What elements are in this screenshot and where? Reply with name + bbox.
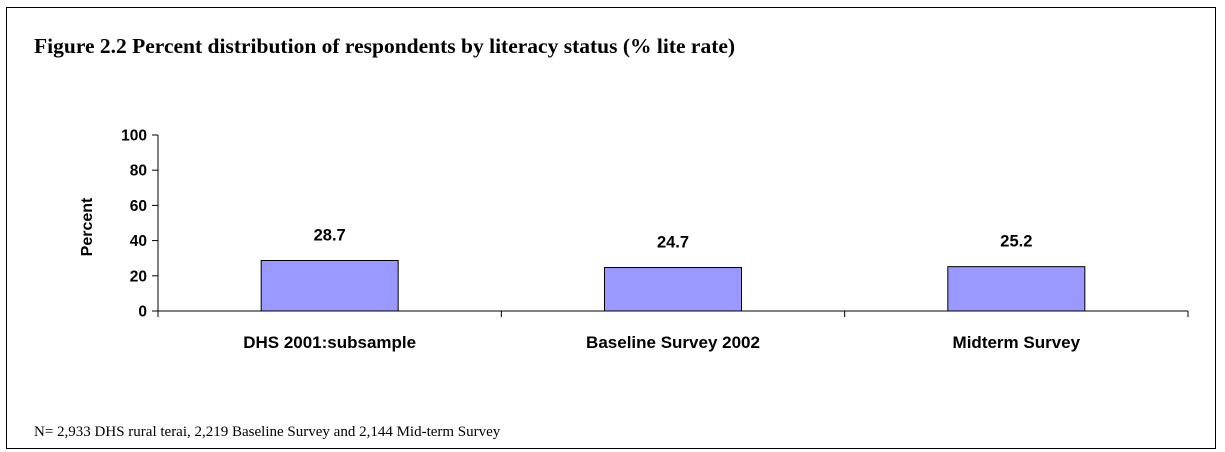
- data-label: 25.2: [1000, 233, 1032, 251]
- data-label: 24.7: [657, 234, 689, 252]
- y-tick-label: 20: [130, 268, 147, 285]
- plot-area: 0 20 40 60 80 100 28.7 DHS 2001:subsample 24.7 Ba…: [121, 128, 1189, 352]
- y-axis-title: Percent: [79, 197, 96, 256]
- x-category-label: Midterm Survey: [953, 333, 1081, 352]
- y-tick-label: 80: [130, 163, 147, 180]
- figure-title: Figure 2.2 Percent distribution of respo…: [34, 34, 736, 58]
- y-tick-label: 40: [130, 233, 147, 250]
- x-category-label: Baseline Survey 2002: [586, 333, 760, 352]
- y-tick-label: 60: [130, 198, 147, 215]
- figure-frame: [6, 7, 1216, 449]
- data-label: 28.7: [314, 226, 346, 244]
- sample-size-note: N= 2,933 DHS rural terai, 2,219 Baseline…: [34, 424, 501, 440]
- x-category-label: DHS 2001:subsample: [243, 333, 416, 352]
- y-tick-label: 0: [138, 304, 147, 321]
- y-tick-label: 100: [121, 128, 147, 145]
- bar: [604, 267, 742, 312]
- bar: [260, 259, 399, 312]
- bar: [947, 266, 1086, 312]
